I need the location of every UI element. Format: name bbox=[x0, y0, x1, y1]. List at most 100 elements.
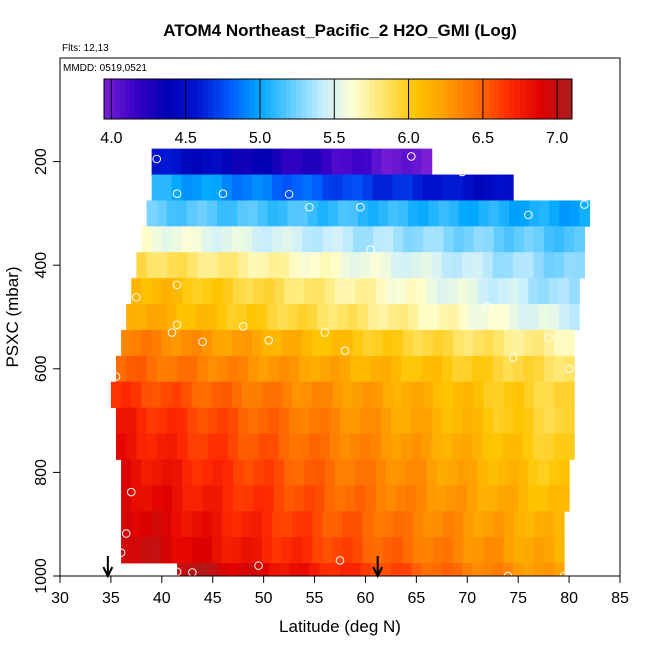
heatmap-cell bbox=[478, 304, 490, 331]
heatmap-cell bbox=[564, 433, 575, 460]
heatmap-cell bbox=[161, 278, 173, 305]
heatmap-cell bbox=[392, 174, 404, 201]
x-tick-label: 80 bbox=[560, 590, 578, 607]
heatmap-cell bbox=[289, 563, 300, 577]
y-axis: 200 400 600 800 1000 bbox=[33, 148, 60, 594]
heatmap-cell bbox=[543, 355, 555, 383]
colorbar-swatch bbox=[161, 79, 167, 119]
heatmap-cell bbox=[151, 459, 163, 486]
heatmap-cell bbox=[473, 226, 485, 253]
heatmap-cell bbox=[370, 407, 382, 434]
heatmap-cell bbox=[329, 355, 341, 383]
heatmap-cell bbox=[402, 174, 414, 201]
heatmap-cell bbox=[161, 148, 173, 175]
colorbar-swatch bbox=[104, 79, 110, 119]
heatmap-cell bbox=[233, 459, 244, 486]
x-tick-label: 65 bbox=[407, 590, 425, 607]
heatmap-cell bbox=[362, 174, 374, 201]
heatmap-cell bbox=[273, 459, 285, 486]
heatmap-cell bbox=[146, 433, 158, 460]
heatmap-cell bbox=[360, 433, 372, 460]
heatmap-cell bbox=[452, 407, 463, 434]
heatmap-cell bbox=[314, 459, 326, 486]
observation-point bbox=[508, 353, 518, 362]
heatmap-cell bbox=[368, 200, 379, 227]
heatmap-cell bbox=[156, 200, 168, 227]
heatmap-cell bbox=[227, 200, 238, 227]
heatmap-cell bbox=[311, 148, 323, 175]
heatmap-cell bbox=[307, 200, 319, 227]
heatmap-cell bbox=[304, 278, 316, 305]
observation-point bbox=[544, 333, 554, 343]
heatmap-cell bbox=[222, 485, 234, 512]
heatmap-cell bbox=[121, 511, 132, 538]
heatmap-cell bbox=[345, 485, 356, 512]
heatmap-cell bbox=[302, 511, 313, 538]
heatmap-cell bbox=[380, 252, 392, 279]
heatmap-cell bbox=[241, 381, 253, 409]
heatmap-cell bbox=[151, 511, 162, 538]
heatmap-cell bbox=[523, 355, 535, 383]
heatmap-cell bbox=[324, 485, 336, 512]
heatmap-cell bbox=[513, 329, 525, 357]
heatmap-cell bbox=[538, 485, 550, 512]
heatmap-cell bbox=[289, 252, 300, 279]
heatmap-cell bbox=[243, 485, 255, 512]
observation-point bbox=[121, 529, 131, 538]
heatmap-cell bbox=[443, 537, 454, 564]
heatmap-cell bbox=[207, 355, 219, 383]
heatmap-cell bbox=[332, 537, 344, 564]
heatmap-cell bbox=[423, 511, 434, 538]
heatmap-cell bbox=[370, 252, 382, 279]
heatmap-cell bbox=[408, 200, 419, 227]
x-axis-label: Latitude (deg N) bbox=[279, 617, 401, 636]
heatmap-cell bbox=[166, 304, 178, 331]
heatmap-cell bbox=[217, 355, 229, 383]
colorbar-swatch bbox=[369, 79, 375, 119]
observation-point bbox=[366, 245, 375, 254]
heatmap-cell bbox=[441, 433, 453, 460]
heatmap-cell bbox=[396, 278, 407, 305]
heatmap-cell bbox=[342, 174, 354, 201]
observation-point bbox=[524, 210, 533, 220]
heatmap-cell bbox=[278, 407, 290, 434]
heatmap-cell bbox=[452, 563, 463, 577]
heatmap-cell bbox=[161, 537, 173, 564]
heatmap-cell bbox=[503, 226, 515, 253]
heatmap-cell bbox=[462, 563, 473, 577]
heatmap-cell bbox=[487, 485, 499, 512]
heatmap-cell bbox=[206, 200, 218, 227]
heatmap-cell bbox=[443, 511, 454, 538]
heatmap-cell bbox=[334, 485, 346, 512]
heatmap-cell bbox=[533, 433, 545, 460]
colorbar-swatch bbox=[135, 79, 141, 119]
heatmap-cell bbox=[232, 226, 243, 253]
heatmap-cell bbox=[131, 278, 143, 305]
heatmap-cell bbox=[181, 226, 193, 253]
heatmap-cell bbox=[380, 433, 392, 460]
heatmap-cell bbox=[120, 381, 132, 409]
heatmap-cell bbox=[202, 278, 214, 305]
heatmap-cell bbox=[268, 252, 280, 279]
heatmap-cell bbox=[421, 407, 433, 434]
observation-point bbox=[132, 293, 141, 302]
heatmap-cell bbox=[544, 226, 555, 253]
heatmap-cell bbox=[513, 537, 525, 564]
heatmap-cell bbox=[201, 226, 213, 253]
y-tick-label: 800 bbox=[33, 459, 50, 486]
heatmap-cell bbox=[121, 485, 132, 512]
heatmap-cell bbox=[242, 174, 253, 201]
heatmap-cell bbox=[197, 355, 209, 383]
heatmap-cell bbox=[327, 200, 339, 227]
heatmap-cell bbox=[558, 485, 570, 512]
heatmap-cell bbox=[294, 459, 305, 486]
colorbar-swatch bbox=[254, 79, 261, 119]
heatmap-cell bbox=[277, 200, 289, 227]
heatmap-cell bbox=[553, 433, 565, 460]
heatmap-cell bbox=[477, 459, 489, 486]
heatmap-cell bbox=[228, 563, 239, 577]
heatmap-cell bbox=[136, 252, 148, 279]
colorbar-swatch bbox=[244, 79, 251, 119]
heatmap-cell bbox=[381, 148, 393, 175]
heatmap-cell bbox=[462, 355, 473, 383]
